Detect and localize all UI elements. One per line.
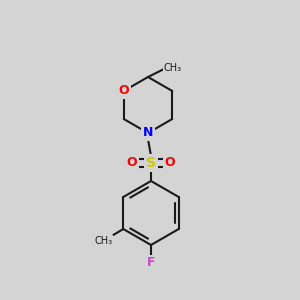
Text: CH₃: CH₃	[94, 236, 112, 246]
Text: O: O	[118, 85, 129, 98]
Text: S: S	[146, 156, 156, 170]
Text: O: O	[165, 157, 175, 169]
Text: N: N	[143, 127, 153, 140]
Text: O: O	[127, 157, 137, 169]
Text: F: F	[147, 256, 155, 269]
Text: CH₃: CH₃	[164, 63, 182, 73]
